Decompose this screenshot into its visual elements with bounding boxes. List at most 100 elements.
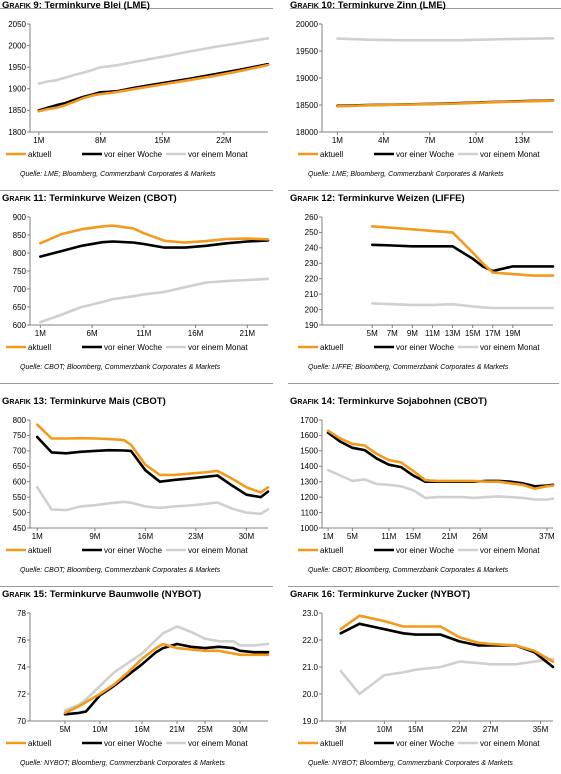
x-tick-label: 7M (387, 329, 398, 338)
x-tick-label: 30M (232, 725, 248, 734)
legend-label: aktuell (320, 546, 343, 555)
y-tick-label: 1000 (300, 524, 318, 533)
x-tick-label: 5M (347, 532, 358, 541)
x-tick-label: 25M (197, 725, 213, 734)
legend-label: vor einem Monat (480, 739, 540, 748)
series-line-vor-einer-woche (326, 431, 555, 488)
chart-number: Grafik 15: (2, 589, 50, 600)
line-chart: 19.0 20.0 21.0 22.0 23.0 3M 10M 15M 22M 27M 35M akt… (298, 609, 555, 748)
legend-label: vor einer Woche (104, 739, 163, 748)
legend-label: vor einer Woche (104, 150, 163, 159)
x-tick-label: 1M (332, 136, 343, 145)
y-tick-label: 23.0 (302, 609, 318, 618)
x-tick-label: 19M (505, 329, 521, 338)
series-line-vor-einer-woche (63, 642, 270, 716)
series-line-aktuell (35, 423, 270, 494)
x-tick-label: 13M (445, 329, 461, 338)
y-tick-label: 850 (13, 231, 27, 240)
legend-label: vor einem Monat (188, 739, 248, 748)
legend-label: vor einem Monat (188, 150, 248, 159)
legend-label: vor einer Woche (396, 739, 455, 748)
source-note: Quelle: LIFFE; Bloomberg, Commerzbank Co… (308, 364, 509, 371)
y-tick-label: 190 (305, 321, 319, 330)
y-tick-label: 1400 (300, 462, 318, 471)
chart-number: Grafik 12: (290, 193, 338, 204)
series-line-vor-einer-woche (370, 243, 555, 273)
x-tick-label: 21M (169, 725, 185, 734)
x-tick-label: 5M (59, 725, 70, 734)
series-line-vor-einem-monat (326, 468, 555, 501)
line-chart: 70 72 74 76 78 5M 10M 16M 21M 25M 30M aktuell vor ei… (6, 609, 270, 748)
line-chart: 1000 1100 1200 1300 1400 1500 1600 1700 1M 5M 11M 1… (298, 416, 555, 555)
y-tick-label: 750 (13, 267, 27, 276)
x-tick-label: 4M (378, 136, 389, 145)
y-tick-label: 18500 (296, 101, 319, 110)
chart-panel-weizen-cbot: Grafik 11: Terminkurve Weizen (CBOT) 600 6… (0, 193, 273, 384)
chart-panel-blei: Grafik 9: Terminkurve Blei (LME) 1800 1850… (0, 0, 273, 191)
y-tick-label: 1200 (300, 493, 318, 502)
source-note: Quelle: NYBOT; Bloomberg, Commerzbank Co… (308, 760, 513, 767)
legend-label: vor einem Monat (480, 546, 540, 555)
chart-title-text: Terminkurve Mais (CBOT) (49, 396, 166, 407)
legend-label: aktuell (28, 150, 51, 159)
chart-number: Grafik 14: (290, 396, 338, 407)
legend-label: vor einem Monat (480, 343, 540, 352)
y-tick-label: 600 (13, 478, 27, 487)
y-tick-label: 800 (13, 249, 27, 258)
chart-title: Grafik 9: Terminkurve Blei (LME) (2, 0, 150, 11)
line-chart: 600 650 700 750 800 850 900 1M 6M 11M 16M 21M aktuel… (6, 213, 270, 352)
series-line-aktuell (37, 63, 270, 113)
chart-title: Grafik 13: Terminkurve Mais (CBOT) (2, 396, 166, 407)
chart-title-text: Terminkurve Baumwolle (NYBOT) (49, 589, 202, 600)
series-line-vor-einem-monat (38, 277, 270, 324)
x-tick-label: 6M (87, 329, 98, 338)
y-tick-label: 20.0 (302, 690, 318, 699)
y-tick-label: 550 (13, 493, 27, 502)
chart-panel-baumwolle: Grafik 15: Terminkurve Baumwolle (NYBOT)… (0, 589, 273, 774)
x-tick-label: 13M (514, 136, 530, 145)
chart-number: Grafik 9: (2, 0, 45, 11)
legend-label: vor einem Monat (188, 546, 248, 555)
legend-label: vor einer Woche (396, 546, 455, 555)
y-tick-label: 19500 (296, 47, 319, 56)
series-line-aktuell (326, 429, 555, 490)
source-note: Quelle: LME; Bloomberg, Commerzbank Corp… (20, 171, 216, 178)
legend-label: vor einer Woche (104, 343, 163, 352)
x-tick-label: 15M (154, 136, 170, 145)
y-tick-label: 21.0 (302, 663, 318, 672)
legend-label: vor einer Woche (396, 343, 455, 352)
separator (288, 190, 559, 191)
chart-title: Grafik 14: Terminkurve Sojabohnen (CBOT) (290, 396, 487, 407)
line-chart: 18000 18500 19000 19500 20000 1M 4M 7M 10M 13M akt… (296, 20, 555, 159)
y-tick-label: 240 (305, 244, 319, 253)
chart-number: Grafik 13: (2, 396, 50, 407)
series-line-vor-einer-woche (38, 239, 270, 258)
y-tick-label: 1100 (301, 508, 319, 517)
source-note: Quelle: CBOT; Bloomberg, Commerzbank Cor… (20, 567, 221, 574)
y-tick-label: 800 (13, 416, 27, 425)
chart-panel-mais: Grafik 13: Terminkurve Mais (CBOT) 450 500… (0, 396, 273, 587)
y-tick-label: 72 (17, 690, 26, 699)
chart-title-text: Terminkurve Weizen (LIFFE) (337, 193, 465, 204)
legend-label: vor einem Monat (188, 343, 248, 352)
legend-label: aktuell (28, 739, 51, 748)
y-tick-label: 250 (305, 228, 319, 237)
x-tick-label: 9M (89, 532, 100, 541)
x-tick-label: 1M (323, 532, 334, 541)
x-tick-label: 5M (367, 329, 378, 338)
series-line-vor-einem-monat (370, 302, 555, 310)
y-tick-label: 1600 (300, 431, 318, 440)
x-tick-label: 26M (472, 532, 488, 541)
x-tick-label: 8M (95, 136, 106, 145)
y-tick-label: 1300 (300, 478, 318, 487)
chart-panel-weizen-liffe: Grafik 12: Terminkurve Weizen (LIFFE) 190… (288, 193, 561, 384)
x-tick-label: 21M (442, 532, 458, 541)
chart-title-text: Terminkurve Zucker (NYBOT) (337, 589, 471, 600)
separator (0, 383, 273, 384)
y-tick-label: 76 (17, 636, 26, 645)
y-tick-label: 600 (13, 321, 27, 330)
y-tick-label: 900 (13, 213, 27, 222)
chart-number: Grafik 16: (290, 589, 338, 600)
separator (0, 586, 273, 587)
y-tick-label: 70 (17, 717, 26, 726)
